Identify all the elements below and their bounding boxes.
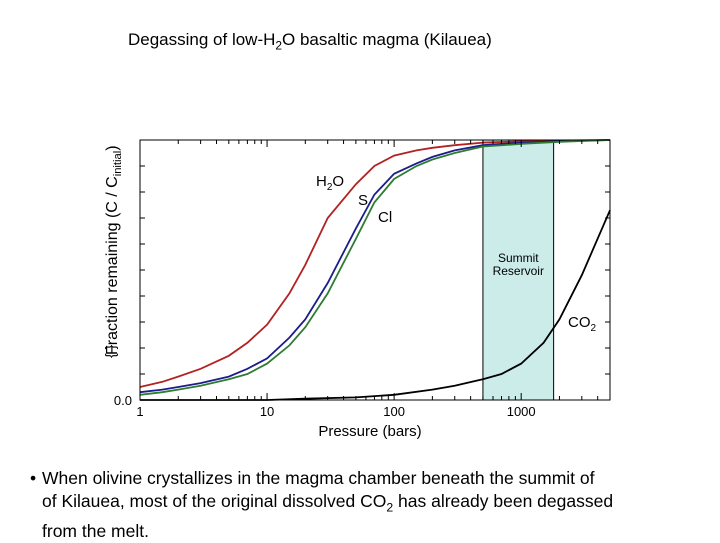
- series-label-s: S: [358, 192, 368, 209]
- y-tick-label: 0.0: [114, 393, 132, 408]
- reservoir-label: Reservoir: [493, 264, 544, 278]
- series-line-s: [139, 139, 611, 394]
- series-line-h2o: [139, 139, 611, 388]
- bullet-line-1: When olivine crystallizes in the magma c…: [42, 468, 595, 488]
- series-line-cl: [139, 139, 611, 396]
- series-line-co2: [140, 209, 611, 401]
- bullet-glyph: •: [30, 468, 37, 488]
- x-tick-label: 1000: [507, 404, 536, 419]
- summit-reservoir-region: [482, 139, 555, 401]
- bullet-point: • When olivine crystallizes in the magma…: [30, 467, 710, 543]
- x-tick-label: 10: [260, 404, 274, 419]
- series-label-cl: Cl: [378, 209, 392, 226]
- ticks-layer: 1 10 100 1000 0.0: [114, 139, 611, 419]
- summit-label: Summit: [498, 251, 539, 265]
- series-layer: H2O S Cl CO2: [139, 139, 611, 401]
- y-axis-label: Fraction remaining (C / Cinitial): [104, 145, 125, 355]
- series-label-h2o: H2O: [316, 173, 344, 193]
- series-label-co2: CO2: [568, 314, 597, 334]
- x-axis-label: Pressure (bars): [318, 423, 421, 440]
- bullet-line-2: of Kilauea, most of the original dissolv…: [42, 491, 614, 515]
- x-tick-label: 100: [383, 404, 405, 419]
- x-tick-label: 1: [136, 404, 143, 419]
- bullet-line-3: from the melt.: [42, 520, 149, 541]
- y-axis-label-fragment: { }: [102, 344, 118, 358]
- chart-title: Degassing of low-H2O basaltic magma (Kil…: [128, 30, 492, 53]
